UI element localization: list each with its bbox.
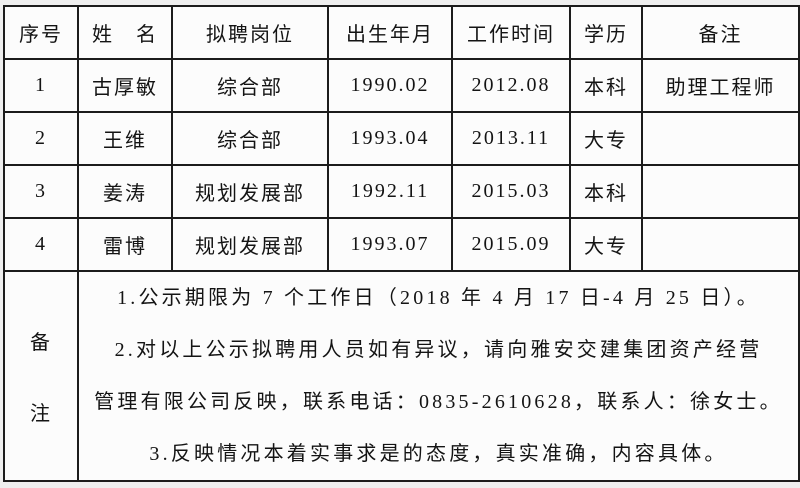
cell-name: 古厚敏 [77, 58, 173, 113]
remarks-section-row: 备 注 1.公示期限为 7 个工作日（2018 年 4 月 17 日-4 月 2… [3, 270, 800, 482]
header-education: 学历 [569, 5, 643, 60]
cell-name: 雷博 [77, 217, 173, 272]
cell-position: 规划发展部 [171, 217, 329, 272]
remarks-notes-cell: 1.公示期限为 7 个工作日（2018 年 4 月 17 日-4 月 25 日）… [77, 270, 800, 482]
cell-work-start: 2015.03 [451, 164, 571, 219]
note-line-2: 2.对以上公示拟聘用人员如有异议，请向雅安交建集团资产经营 [114, 339, 763, 361]
cell-work-start: 2012.08 [451, 58, 571, 113]
cell-serial-number: 3 [3, 164, 79, 219]
header-proposed-position: 拟聘岗位 [171, 5, 329, 60]
table-row: 3 姜涛 规划发展部 1992.11 2015.03 本科 [3, 164, 800, 219]
cell-birth-date: 1990.02 [327, 58, 453, 113]
note-line-4: 3.反映情况本着实事求是的态度，真实准确，内容具体。 [149, 443, 728, 465]
cell-remark [641, 164, 800, 219]
cell-remark [641, 111, 800, 166]
cell-birth-date: 1993.07 [327, 217, 453, 272]
cell-work-start: 2013.11 [451, 111, 571, 166]
remarks-label-char: 备 [30, 332, 52, 354]
cell-education: 本科 [569, 58, 643, 113]
header-work-start: 工作时间 [451, 5, 571, 60]
cell-birth-date: 1992.11 [327, 164, 453, 219]
header-name: 姓 名 [77, 5, 173, 60]
table-row: 1 古厚敏 综合部 1990.02 2012.08 本科 助理工程师 [3, 58, 800, 113]
remarks-label-char: 注 [30, 403, 52, 425]
table-row: 2 王维 综合部 1993.04 2013.11 大专 [3, 111, 800, 166]
cell-name: 姜涛 [77, 164, 173, 219]
cell-serial-number: 1 [3, 58, 79, 113]
remarks-section-label: 备 注 [3, 270, 79, 482]
cell-position: 综合部 [171, 58, 329, 113]
table-row: 4 雷博 规划发展部 1993.07 2015.09 大专 [3, 217, 800, 272]
cell-position: 规划发展部 [171, 164, 329, 219]
note-line-1: 1.公示期限为 7 个工作日（2018 年 4 月 17 日-4 月 25 日）… [117, 287, 760, 309]
header-remarks: 备注 [641, 5, 800, 60]
cell-education: 本科 [569, 164, 643, 219]
cell-serial-number: 4 [3, 217, 79, 272]
cell-name: 王维 [77, 111, 173, 166]
header-serial-number: 序号 [3, 5, 79, 60]
note-line-3: 管理有限公司反映，联系电话：0835-2610628，联系人：徐女士。 [94, 391, 783, 413]
cell-birth-date: 1993.04 [327, 111, 453, 166]
recruitment-publicity-table: 序号 姓 名 拟聘岗位 出生年月 工作时间 学历 备注 1 古厚敏 综合部 19… [3, 5, 800, 482]
cell-education: 大专 [569, 217, 643, 272]
cell-serial-number: 2 [3, 111, 79, 166]
header-row: 序号 姓 名 拟聘岗位 出生年月 工作时间 学历 备注 [3, 5, 800, 60]
cell-position: 综合部 [171, 111, 329, 166]
header-birth-date: 出生年月 [327, 5, 453, 60]
cell-education: 大专 [569, 111, 643, 166]
cell-remark [641, 217, 800, 272]
cell-remark: 助理工程师 [641, 58, 800, 113]
cell-work-start: 2015.09 [451, 217, 571, 272]
